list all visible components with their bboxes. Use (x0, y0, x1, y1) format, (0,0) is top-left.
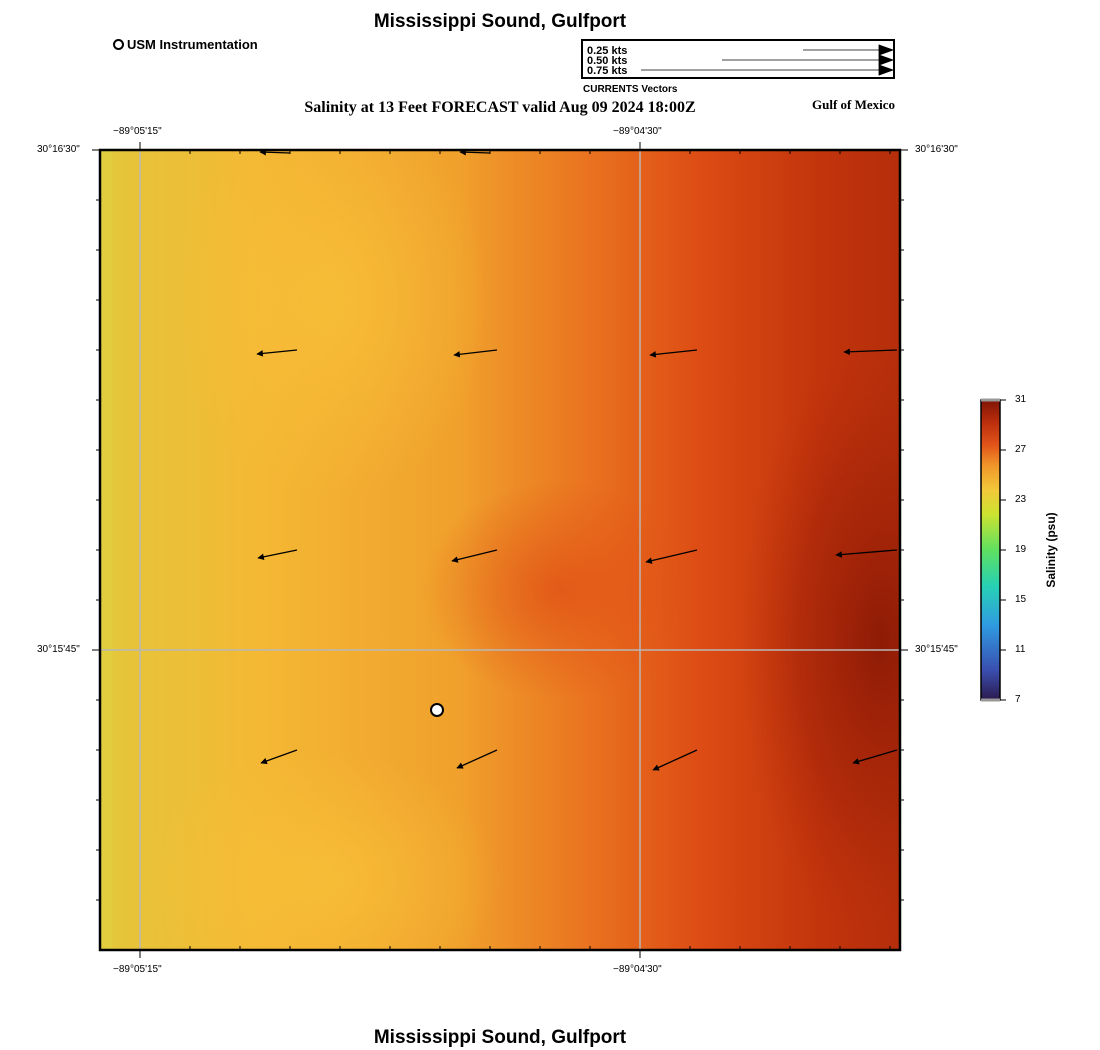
current-arrow (652, 749, 698, 771)
current-arrow (649, 349, 698, 358)
colorbar-tick-label: 11 (1015, 644, 1026, 655)
vector-legend-arrows (641, 44, 895, 76)
colorbar-tick-label: 23 (1015, 494, 1027, 505)
vector-legend-entry: 0.25 kts (587, 45, 628, 57)
vector-legend-entry: 0.50 kts (587, 55, 628, 67)
current-arrow (453, 349, 498, 358)
current-arrow (456, 749, 498, 769)
current-arrow (645, 549, 698, 564)
left-lat-label: 30°15'45" (37, 644, 80, 655)
current-arrow (852, 749, 898, 765)
colorbar-tick-label: 31 (1015, 394, 1027, 405)
current-arrow (451, 549, 498, 563)
current-arrow (257, 549, 298, 561)
instrument-legend-label: USM Instrumentation (127, 37, 258, 52)
graticule (100, 150, 900, 950)
instrument-legend: USM Instrumentation (113, 37, 258, 52)
region-label: Gulf of Mexico (812, 97, 896, 112)
salinity-field (100, 150, 900, 950)
instrument-marker-icon (113, 39, 124, 50)
current-vectors (256, 148, 898, 771)
left-lat-label: 30°16'30" (37, 144, 80, 155)
current-arrow (843, 348, 898, 356)
current-arrow (260, 749, 298, 765)
top-lon-label: −89°04'30" (613, 126, 662, 137)
map-subtitle: Salinity at 13 Feet FORECAST valid Aug 0… (304, 99, 696, 116)
current-arrow (835, 549, 898, 558)
current-arrow (459, 148, 491, 156)
vector-legend-title: CURRENTS Vectors (583, 84, 678, 95)
colorbar-tick-label: 27 (1015, 444, 1027, 455)
bottom-lon-label: −89°04'30" (613, 964, 662, 975)
frame-ticks (92, 142, 908, 958)
current-vector-legend: 0.25 kts 0.50 kts 0.75 kts (581, 39, 895, 79)
right-lat-label: 30°16'30" (915, 144, 958, 155)
colorbar-tick-label: 19 (1015, 544, 1027, 555)
current-arrow (259, 148, 291, 156)
top-lon-label: −89°05'15" (113, 126, 162, 137)
footer-title: Mississippi Sound, Gulfport (373, 1027, 627, 1048)
salinity-colorbar (980, 398, 1006, 702)
colorbar-tick-label: 7 (1015, 694, 1021, 705)
usm-instrument-station[interactable] (430, 703, 444, 717)
vector-legend-entry: 0.75 kts (587, 65, 628, 77)
right-lat-label: 30°15'45" (915, 644, 958, 655)
map-title: Mississippi Sound, Gulfport (373, 11, 627, 32)
current-arrow (256, 349, 298, 357)
colorbar-tick-label: 15 (1015, 594, 1027, 605)
bottom-lon-label: −89°05'15" (113, 964, 162, 975)
